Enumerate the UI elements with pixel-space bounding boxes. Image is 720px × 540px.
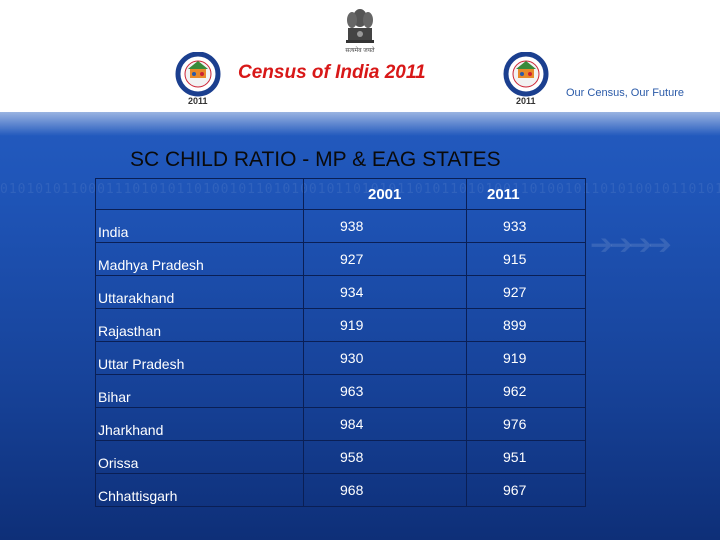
table-header-cell [95, 178, 304, 210]
table-row: Uttar Pradesh 930 919 [95, 341, 586, 375]
value-2011-cell: 976 [466, 407, 586, 441]
state-name-cell: Bihar [95, 374, 304, 408]
state-name-cell: Orissa [95, 440, 304, 474]
table-header-cell: 2011 [466, 178, 586, 210]
value-2011-cell: 899 [466, 308, 586, 342]
table-row: Rajasthan 919 899 [95, 308, 586, 342]
state-name-cell: Rajasthan [95, 308, 304, 342]
value-2001-cell: 919 [303, 308, 467, 342]
value-2001-cell: 927 [303, 242, 467, 276]
table-row: Orissa 958 951 [95, 440, 586, 474]
tagline: Our Census, Our Future [566, 87, 684, 99]
table-header-cell: 2001 [303, 178, 467, 210]
header-fade [0, 96, 720, 136]
table-row: Chhattisgarh 968 967 [95, 473, 586, 507]
table-row: Jharkhand 984 976 [95, 407, 586, 441]
state-name-cell: Uttarakhand [95, 275, 304, 309]
value-2001-cell: 958 [303, 440, 467, 474]
census-logo-icon [175, 52, 221, 97]
value-2011-cell: 915 [466, 242, 586, 276]
state-name-cell: Uttar Pradesh [95, 341, 304, 375]
state-name-cell: Chhattisgarh [95, 473, 304, 507]
table-row: India 938 933 [95, 209, 586, 243]
value-2001-cell: 938 [303, 209, 467, 243]
value-2011-cell: 927 [466, 275, 586, 309]
value-2001-cell: 930 [303, 341, 467, 375]
value-2001-cell: 984 [303, 407, 467, 441]
arrow-decoration-icon: ➔➔➔➔ [590, 229, 672, 260]
table-header-row: 2001 2011 [95, 178, 586, 210]
census-logo-icon [503, 52, 549, 97]
state-name-cell: India [95, 209, 304, 243]
value-2011-cell: 967 [466, 473, 586, 507]
value-2001-cell: 968 [303, 473, 467, 507]
value-2001-cell: 963 [303, 374, 467, 408]
table-row: Madhya Pradesh 927 915 [95, 242, 586, 276]
value-2011-cell: 962 [466, 374, 586, 408]
logo-year-left: 2011 [188, 96, 208, 106]
emblem-text: सत्यमेव जयते [345, 46, 375, 54]
value-2001-cell: 934 [303, 275, 467, 309]
value-2011-cell: 951 [466, 440, 586, 474]
page-title: Census of India 2011 [238, 62, 426, 83]
logo-year-right: 2011 [516, 96, 536, 106]
slide-heading: SC CHILD RATIO - MP & EAG STATES [130, 148, 501, 171]
national-emblem-icon: सत्यमेव जयते [345, 9, 375, 54]
value-2011-cell: 919 [466, 341, 586, 375]
table-row: Uttarakhand 934 927 [95, 275, 586, 309]
state-name-cell: Jharkhand [95, 407, 304, 441]
table-row: Bihar 963 962 [95, 374, 586, 408]
data-table: 2001 2011 India 938 933 Madhya Pradesh 927 91… [95, 178, 586, 507]
state-name-cell: Madhya Pradesh [95, 242, 304, 276]
value-2011-cell: 933 [466, 209, 586, 243]
